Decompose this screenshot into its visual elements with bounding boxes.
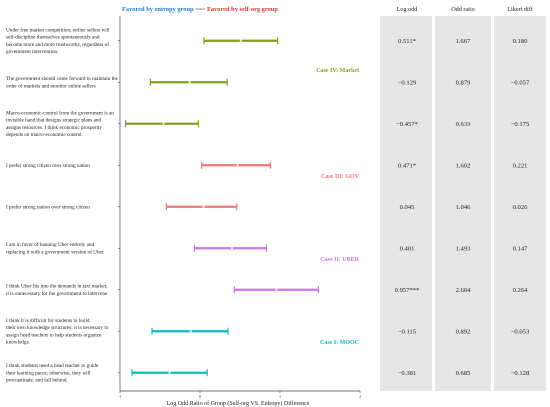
case-label: Case IV: Market — [316, 68, 359, 74]
cell-odd-ratio: 0.892 — [456, 328, 471, 335]
point-estimate — [168, 371, 171, 374]
row-statement: I am in favor of banning Uber entirely a… — [6, 241, 105, 255]
cell-log-odd: −0.129 — [398, 79, 417, 86]
cell-likert-diff: 0.180 — [513, 38, 529, 45]
cell-odd-ratio: 0.685 — [456, 370, 472, 377]
row-statement: The government should come forward to ma… — [6, 75, 119, 89]
cell-log-odd: 0.045 — [400, 204, 416, 211]
cell-odd-ratio: 0.633 — [456, 121, 472, 128]
case-label: Case II: UBER — [320, 257, 359, 263]
x-tick-label: -1 — [118, 394, 123, 399]
cell-likert-diff: −0.053 — [511, 328, 530, 335]
row-statement: I think Uber fits into the demands in ta… — [6, 283, 108, 297]
row-statement: I prefer strong nation over strong citiz… — [6, 203, 90, 210]
point-estimate — [239, 39, 243, 42]
cell-odd-ratio: 1.667 — [456, 38, 472, 45]
col-head-likert-diff: Likert diff — [507, 6, 533, 13]
forest-row: I think it is difficult for students to … — [6, 317, 530, 346]
col-bg-log-odd — [380, 16, 432, 391]
forest-row: Macro-economic-control from the governme… — [6, 109, 530, 138]
row-statement: I think students need a head teacher to … — [6, 363, 99, 383]
cell-odd-ratio: 1.046 — [456, 204, 472, 211]
x-tick-label: 1 — [279, 394, 282, 399]
case-labels: Case IV: Market Case III: GOV Case II: UBE… — [316, 68, 359, 346]
cell-log-odd: −0.381 — [398, 370, 417, 377]
row-statement: Macro-economic-control from the governme… — [6, 109, 114, 138]
x-axis-ticks: -1 0 1 2 — [118, 391, 362, 399]
row-statement: I prefer strong citizen over strong nati… — [6, 162, 90, 169]
col-head-log-odd: Log odd — [397, 6, 419, 13]
point-estimate — [189, 330, 192, 333]
col-bg-odd-ratio — [435, 16, 491, 391]
cell-likert-diff: 0.264 — [513, 287, 529, 294]
point-estimate — [202, 205, 205, 208]
cell-log-odd: 0.511* — [398, 38, 416, 45]
row-statement: Under free market competition, online se… — [6, 26, 110, 55]
point-estimate — [275, 288, 278, 291]
point-estimate — [236, 164, 239, 167]
forest-row: I am in favor of banning Uber entirely a… — [6, 241, 528, 255]
cell-odd-ratio: 0.879 — [456, 79, 472, 86]
x-tick-label: 2 — [359, 394, 362, 399]
legend: Favored by entropy group ⇦ ⇨ Favored by … — [122, 6, 278, 13]
forest-row: Under free market competition, online se… — [6, 26, 528, 55]
cell-likert-diff: 0.147 — [513, 245, 529, 252]
cell-odd-ratio: 1.493 — [456, 245, 472, 252]
cell-log-odd: 0.957*** — [395, 287, 420, 294]
cell-likert-diff: −0.057 — [511, 79, 530, 86]
point-estimate — [162, 122, 165, 125]
cell-log-odd: 0.471* — [398, 162, 416, 169]
legend-entropy-label: Favored by entropy group ⇦ — [122, 6, 201, 13]
cell-likert-diff: 0.026 — [513, 204, 529, 211]
cell-likert-diff: −0.175 — [511, 121, 530, 128]
forest-row: I think Uber fits into the demands in ta… — [6, 283, 528, 297]
cell-log-odd: −0.457* — [396, 121, 418, 128]
row-statement: I think it is difficult for students to … — [6, 317, 109, 346]
cell-odd-ratio: 1.602 — [456, 162, 471, 169]
x-axis-title: Log Odd Ratio of Group (Self-org VS. Ent… — [167, 400, 310, 407]
cell-log-odd: 0.401 — [400, 245, 415, 252]
x-tick-label: 0 — [199, 394, 202, 399]
legend-selforg-label: ⇨ Favored by self-org group — [200, 6, 278, 13]
forest-row: I prefer strong citizen over strong nati… — [6, 161, 528, 169]
cell-likert-diff: 0.221 — [513, 162, 528, 169]
forest-row: The government should come forward to ma… — [6, 75, 530, 89]
col-head-odd-ratio: Odd ratio — [451, 6, 475, 13]
case-label: Case III: GOV — [321, 174, 360, 180]
case-label: Case I: MOOC — [320, 340, 359, 346]
forest-row: I think students need a head teacher to … — [6, 363, 530, 383]
cell-likert-diff: −0.128 — [511, 370, 530, 377]
forest-row: I prefer strong nation over strong citiz… — [6, 203, 528, 211]
point-estimate — [230, 247, 234, 250]
col-bg-likert-diff — [494, 16, 546, 391]
plot-rows: Under free market competition, online se… — [6, 26, 530, 383]
point-estimate — [188, 81, 191, 84]
cell-odd-ratio: 2.604 — [456, 287, 472, 294]
cell-log-odd: −0.115 — [398, 328, 417, 335]
